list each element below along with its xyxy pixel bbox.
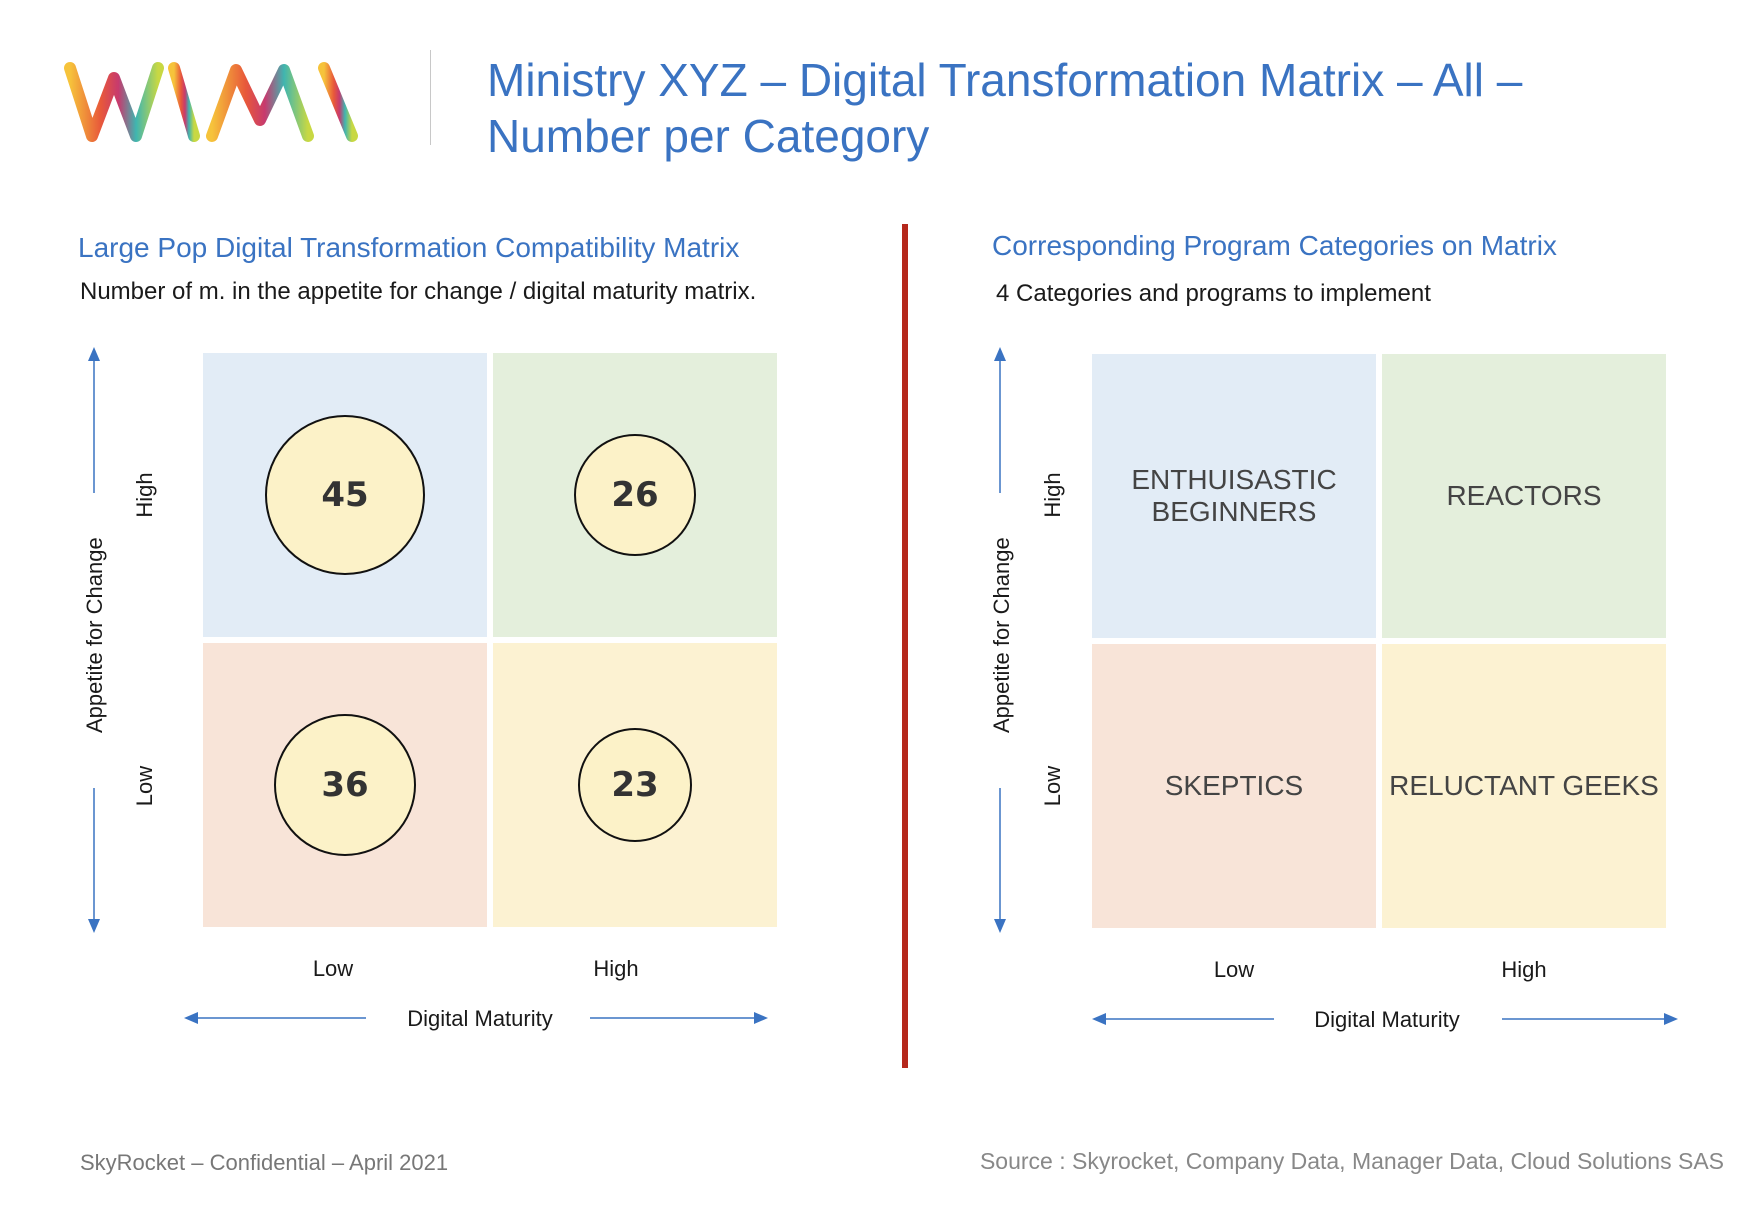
page-title: Ministry XYZ – Digital Transformation Ma… <box>487 52 1687 164</box>
left-quadrant-high-appetite-high-maturity: 26 <box>493 353 777 637</box>
right-x-high-label: High <box>1501 957 1547 982</box>
right-x-axis-arrow <box>1092 1013 1678 1025</box>
left-y-axis-label: Appetite for Change <box>82 537 107 733</box>
category-label: ENTHUISASTIC BEGINNERS <box>1131 464 1336 528</box>
right-y-high-label: High <box>1040 472 1065 518</box>
count-circle: 23 <box>578 728 692 842</box>
right-x-low-label: Low <box>1213 957 1255 982</box>
right-quadrant-reactors: REACTORS <box>1382 354 1666 638</box>
page-title-line1: Ministry XYZ – Digital Transformation Ma… <box>487 54 1523 106</box>
left-panel-subtitle: Number of m. in the appetite for change … <box>80 278 757 305</box>
left-x-axis-arrow <box>184 1012 768 1024</box>
category-label: REACTORS <box>1446 480 1602 511</box>
right-x-axis-label: Digital Maturity <box>1314 1007 1460 1032</box>
left-quadrant-high-appetite-low-maturity: 45 <box>203 353 487 637</box>
left-y-high-label: High <box>132 472 157 518</box>
left-quadrant-low-appetite-low-maturity: 36 <box>203 643 487 927</box>
right-y-low-label: Low <box>1040 765 1065 807</box>
page-title-line2: Number per Category <box>487 110 930 162</box>
left-x-high-label: High <box>593 956 639 981</box>
count-circle: 36 <box>274 714 416 856</box>
left-y-axis-arrow <box>88 347 100 933</box>
center-divider <box>902 224 908 1068</box>
count-circle: 45 <box>265 415 425 575</box>
left-quadrant-low-appetite-high-maturity: 23 <box>493 643 777 927</box>
count-circle: 26 <box>574 434 696 556</box>
category-label: SKEPTICS <box>1164 770 1304 801</box>
category-label: RELUCTANT GEEKS <box>1389 770 1659 801</box>
left-y-low-label: Low <box>132 765 157 807</box>
wimi-logo <box>64 62 358 142</box>
footer-source: Source : Skyrocket, Company Data, Manage… <box>979 1148 1724 1174</box>
header-divider <box>430 50 431 145</box>
left-panel-title: Large Pop Digital Transformation Compati… <box>78 232 740 263</box>
right-quadrant-skeptics: SKEPTICS <box>1092 644 1376 928</box>
left-x-low-label: Low <box>312 956 354 981</box>
right-quadrant-reluctant-geeks: RELUCTANT GEEKS <box>1382 644 1666 928</box>
category-label-line1: ENTHUISASTIC <box>1131 464 1337 495</box>
left-x-axis-label: Digital Maturity <box>407 1006 553 1031</box>
right-y-axis-label: Appetite for Change <box>989 537 1014 733</box>
category-label-line2: BEGINNERS <box>1151 496 1317 527</box>
right-y-axis-arrow <box>994 347 1006 933</box>
right-quadrant-enthusiastic-beginners: ENTHUISASTIC BEGINNERS <box>1092 354 1376 638</box>
right-panel-title: Corresponding Program Categories on Matr… <box>992 230 1557 261</box>
footer-confidential: SkyRocket – Confidential – April 2021 <box>80 1150 449 1175</box>
right-panel-subtitle: 4 Categories and programs to implement <box>996 280 1431 307</box>
